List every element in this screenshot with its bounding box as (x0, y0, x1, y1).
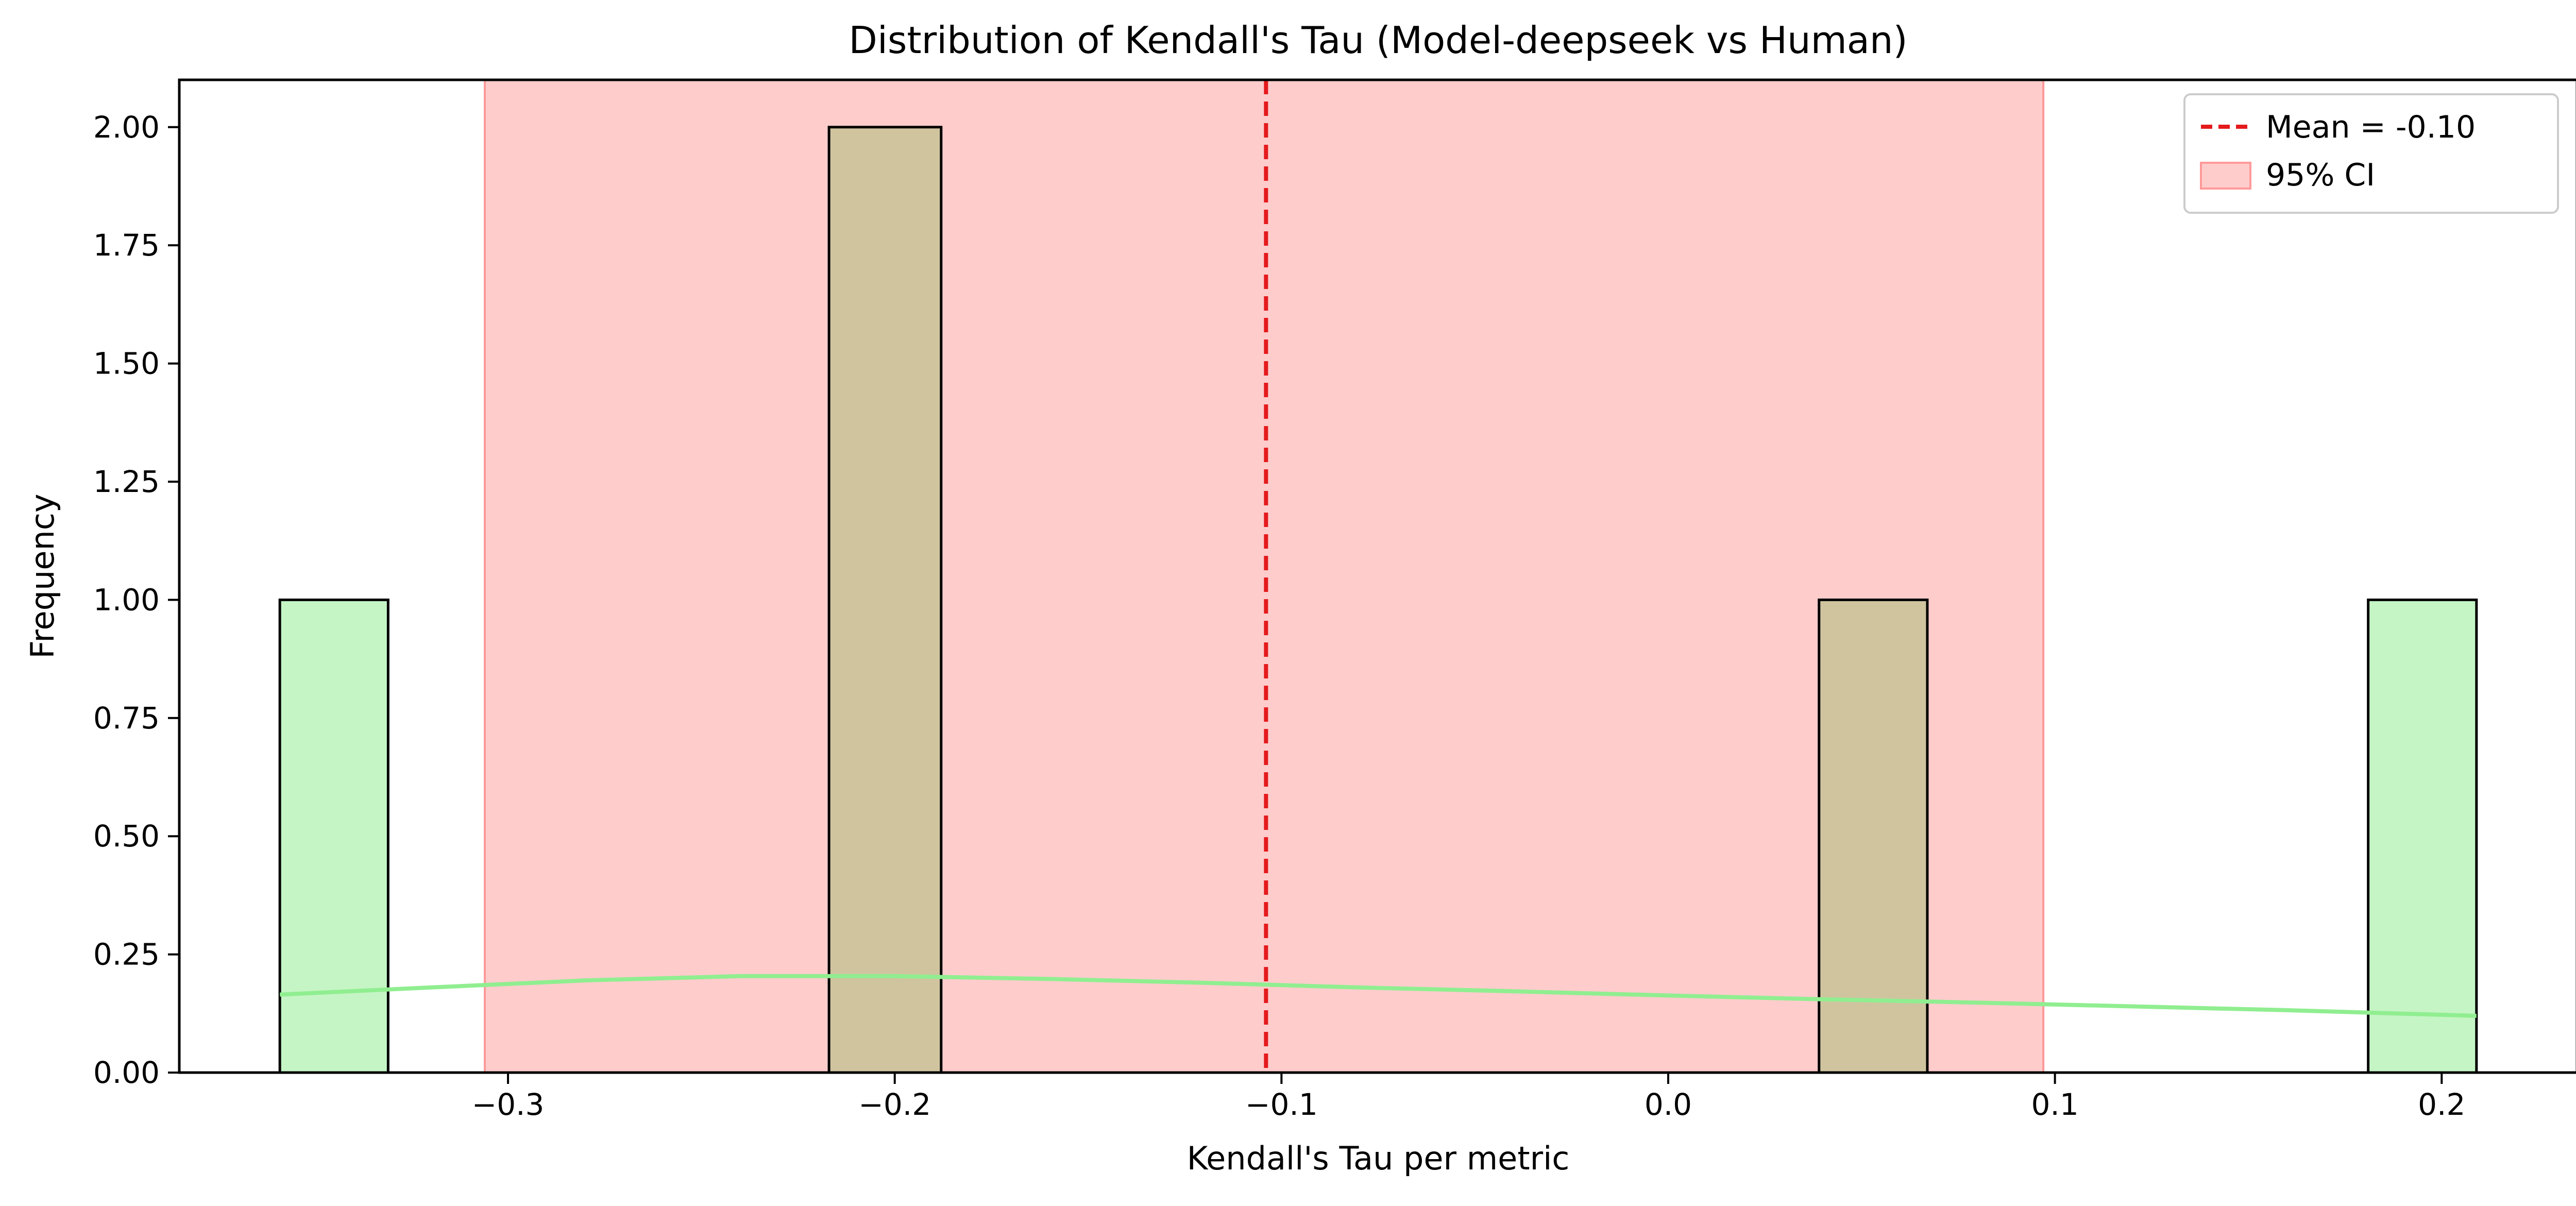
histogram-bar-2 (827, 126, 943, 1074)
legend-box (2183, 93, 2559, 214)
histogram-bar-1 (278, 598, 389, 1074)
histogram-bar-3 (1818, 598, 1929, 1074)
x-tick-label: 0.2 (2418, 1087, 2465, 1122)
x-tick-label: −0.3 (472, 1087, 545, 1122)
legend-ci-label: 95% CI (2266, 157, 2375, 193)
y-tick-label: 0.50 (93, 819, 160, 854)
legend-ci-swatch (2200, 162, 2251, 190)
y-tick-label: 1.25 (93, 464, 160, 499)
x-tick-label: 0.1 (2031, 1087, 2079, 1122)
y-axis: 0.00 0.25 0.50 0.75 1.00 1.25 1.50 1.75 2.00 (93, 110, 179, 1090)
x-axis-title: Kendall's Tau per metric (1187, 1140, 1570, 1177)
legend: Mean = -0.10 95% CI (2183, 93, 2559, 214)
x-tick-label: −0.2 (858, 1087, 931, 1122)
x-tick-label: −0.1 (1245, 1087, 1318, 1122)
histogram-bar-4 (2367, 598, 2478, 1074)
ci-band (484, 79, 2045, 1074)
x-tick-label: 0.0 (1645, 1087, 1692, 1122)
chart-title: Distribution of Kendall's Tau (Model-dee… (849, 19, 1907, 62)
y-tick-label: 0.25 (93, 937, 160, 972)
kde-line (280, 974, 2477, 1018)
plot-area (178, 78, 2576, 1074)
plot-frame (178, 78, 2576, 1074)
y-tick-label: 2.00 (93, 110, 160, 145)
y-tick-label: 0.00 (93, 1055, 160, 1090)
histogram-bars (278, 126, 2478, 1074)
x-axis: −0.3 −0.2 −0.1 0.0 0.1 0.2 (472, 1073, 2465, 1122)
legend-mean-label: Mean = -0.10 (2266, 109, 2476, 145)
y-tick-label: 1.75 (93, 228, 160, 263)
y-tick-label: 1.00 (93, 582, 160, 617)
y-tick-label: 0.75 (93, 701, 160, 736)
y-axis-title: Frequency (24, 494, 61, 658)
y-tick-label: 1.50 (93, 346, 160, 381)
